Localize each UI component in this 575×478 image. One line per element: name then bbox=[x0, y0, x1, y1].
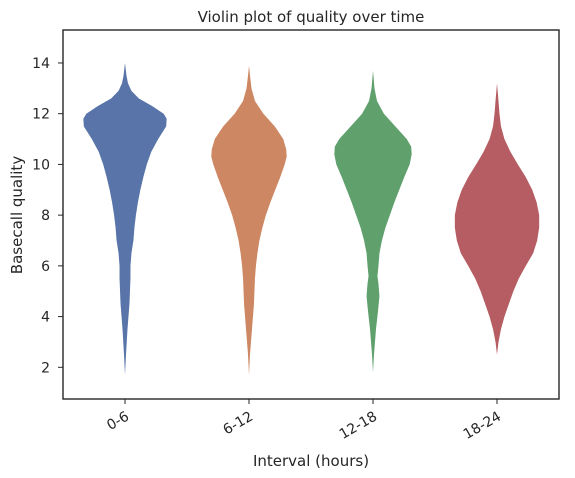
y-axis-title: Basecall quality bbox=[8, 156, 26, 275]
violin-18-24 bbox=[455, 83, 539, 354]
y-tick-label: 8 bbox=[41, 208, 50, 224]
x-axis-ticks: 0-6 6-12 12-18 18-24 bbox=[104, 399, 504, 443]
y-tick-label: 2 bbox=[41, 360, 50, 376]
y-axis-ticks: 2 4 6 8 10 12 14 bbox=[32, 56, 63, 376]
y-tick-label: 12 bbox=[32, 107, 50, 123]
violin-12-18 bbox=[334, 71, 411, 373]
y-tick-label: 4 bbox=[41, 310, 50, 326]
violin-6-12 bbox=[211, 66, 286, 375]
violin-group bbox=[83, 63, 539, 375]
y-tick-label: 10 bbox=[32, 157, 50, 173]
x-tick-label: 18-24 bbox=[461, 409, 504, 443]
y-tick-label: 14 bbox=[32, 56, 50, 72]
chart-title: Violin plot of quality over time bbox=[198, 8, 425, 26]
y-tick-label: 6 bbox=[41, 259, 50, 275]
x-tick-label: 12-18 bbox=[337, 409, 380, 443]
violin-0-6 bbox=[83, 63, 166, 375]
x-tick-label: 6-12 bbox=[220, 409, 256, 439]
x-axis-title: Interval (hours) bbox=[253, 452, 369, 470]
x-tick-label: 0-6 bbox=[104, 409, 132, 434]
